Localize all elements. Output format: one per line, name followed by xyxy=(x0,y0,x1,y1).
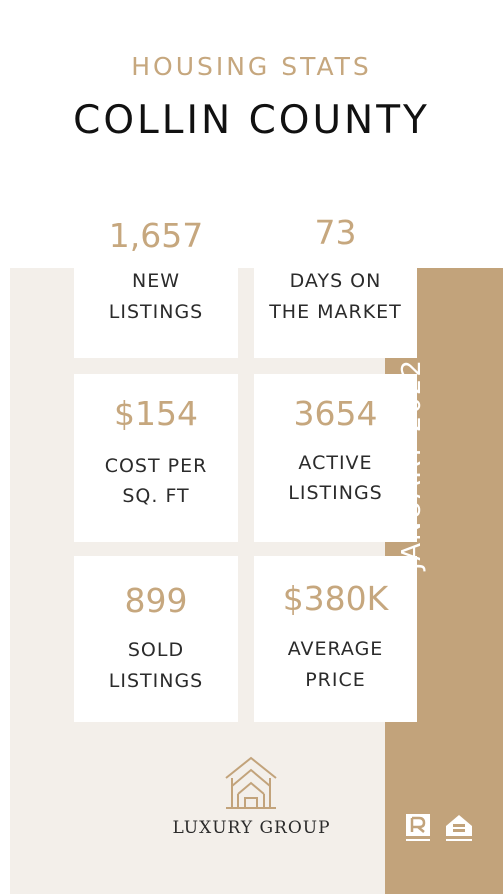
stat-label-line1: NEW xyxy=(131,270,180,292)
brand-name: LUXURY GROUP xyxy=(172,818,331,838)
stat-value: 1,657 xyxy=(108,216,204,255)
stat-value: 73 xyxy=(314,213,357,252)
stat-label-line2: PRICE xyxy=(305,669,366,691)
stat-value: 899 xyxy=(124,581,188,620)
equal-housing-opportunity-icon xyxy=(446,815,472,841)
stat-label-line1: DAYS ON xyxy=(289,270,382,292)
stat-card-sold-listings: 899 SOLD LISTINGS xyxy=(74,556,238,722)
page-title: COLLIN COUNTY xyxy=(73,98,430,143)
stat-label-line1: SOLD xyxy=(127,639,185,661)
stat-label-line2: LISTINGS xyxy=(108,301,204,323)
stat-label-line2: THE MARKET xyxy=(269,301,402,323)
stat-card-cost-per-sqft: $154 COST PER SQ. FT xyxy=(74,374,238,542)
gold-accent-tab xyxy=(385,358,420,374)
stat-value: $380K xyxy=(282,579,389,618)
date-label: JANUARY 2022 xyxy=(397,358,427,570)
stat-label-line2: LISTINGS xyxy=(288,482,383,504)
card-bg xyxy=(74,268,238,358)
stat-card-active-listings: 3654 ACTIVE LISTINGS xyxy=(254,374,417,542)
stat-card-days-on-market: 73 DAYS ON THE MARKET xyxy=(254,208,417,358)
stat-card-new-listings: 1,657 NEW LISTINGS xyxy=(74,208,238,358)
stat-label-line1: ACTIVE xyxy=(298,452,373,474)
stat-card-average-price: $380K AVERAGE PRICE xyxy=(254,556,417,722)
stat-label-line1: AVERAGE xyxy=(287,638,384,660)
stat-value: 3654 xyxy=(293,394,378,433)
gold-accent-tab xyxy=(385,542,420,554)
page-eyebrow: HOUSING STATS xyxy=(131,52,372,81)
realtor-icon xyxy=(406,814,430,841)
stat-label-line2: SQ. FT xyxy=(122,485,190,507)
card-bg xyxy=(254,268,417,358)
stat-value: $154 xyxy=(114,394,198,433)
stat-label-line2: LISTINGS xyxy=(108,670,204,692)
house-outline-icon xyxy=(225,756,277,809)
stat-label-line1: COST PER xyxy=(104,455,208,477)
